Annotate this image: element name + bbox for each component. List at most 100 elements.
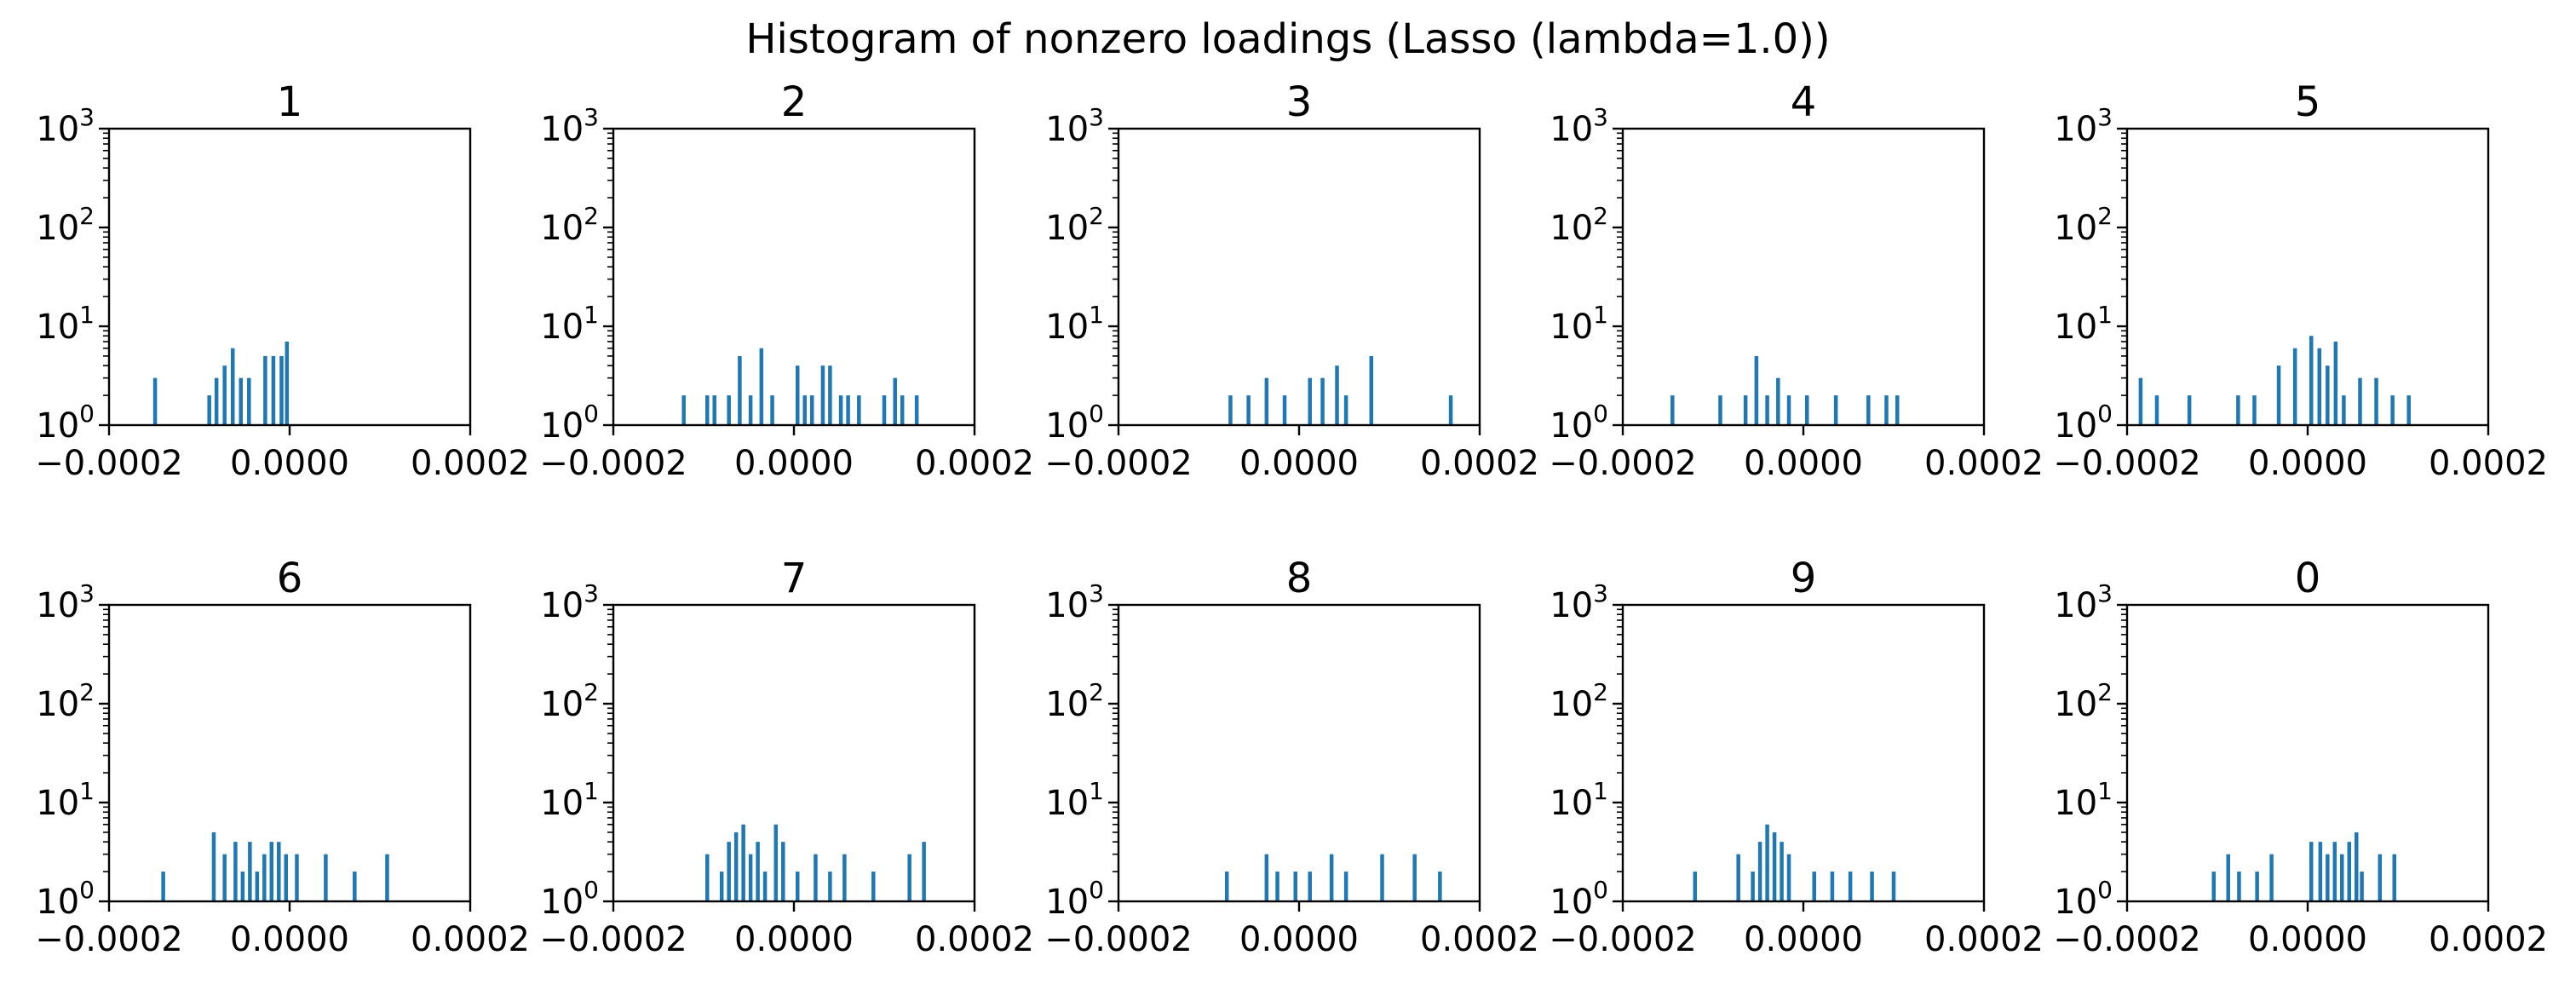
y-tick-label: 101: [2054, 777, 2113, 823]
histogram-bar: [2378, 854, 2383, 901]
histogram-bar: [1293, 872, 1298, 901]
histogram-bar: [239, 377, 244, 425]
histogram-bar: [2354, 832, 2359, 901]
histogram-bar: [1757, 842, 1762, 901]
histogram-bar: [1765, 395, 1769, 425]
histogram-bar: [1830, 872, 1835, 901]
histogram-bar: [1776, 377, 1780, 425]
x-tick-label: 0.0000: [2248, 444, 2367, 483]
y-tick-label: 101: [2054, 301, 2113, 347]
y-tick-label: 101: [1045, 301, 1104, 347]
x-tick-label: 0.0000: [230, 920, 349, 959]
histogram-bar: [285, 341, 290, 425]
y-tick-label: 101: [36, 777, 95, 823]
y-tick-label: 102: [1045, 678, 1104, 724]
y-tick-label: 100: [1045, 876, 1104, 922]
histogram-bar: [353, 872, 357, 901]
histogram-bar: [1693, 872, 1698, 901]
histogram-bar: [1308, 377, 1312, 425]
x-tick-label: 0.0000: [1744, 920, 1863, 959]
histogram-bar: [1412, 854, 1417, 901]
histogram-bar: [820, 365, 825, 425]
axes-frame: [2125, 603, 2490, 903]
histogram-bar: [1670, 395, 1675, 425]
y-tick-label: 103: [1045, 103, 1104, 149]
histogram-bar: [161, 872, 165, 901]
axes-frame: [2125, 127, 2490, 427]
subplot-title: 9: [1791, 555, 1817, 602]
histogram-bar: [222, 854, 227, 901]
y-tick-label: 102: [36, 202, 95, 248]
x-tick-label: 0.0002: [411, 920, 530, 959]
histogram-bar: [1751, 872, 1755, 901]
y-tick-label: 103: [2054, 103, 2113, 149]
histogram-bar: [857, 395, 861, 425]
histogram-bar: [1329, 854, 1334, 901]
y-tick-label: 103: [2054, 579, 2113, 625]
y-tick-label: 103: [540, 103, 599, 149]
histogram-bar: [1264, 854, 1269, 901]
histogram-bar: [704, 395, 710, 425]
histogram-bar: [828, 365, 832, 425]
histogram-bar: [741, 824, 745, 901]
histogram-bar: [922, 842, 926, 901]
histogram-bar: [284, 854, 289, 901]
y-tick-label: 100: [540, 400, 599, 446]
histogram-bar: [2309, 842, 2314, 901]
histogram-bar: [2374, 377, 2378, 425]
x-tick-label: 0.0002: [915, 920, 1034, 959]
subplot-title: 2: [781, 78, 808, 126]
x-tick-label: −0.0002: [539, 920, 687, 959]
y-tick-label: 102: [1550, 202, 1608, 248]
histogram-bar: [762, 872, 768, 901]
histogram-bar: [809, 395, 814, 425]
histogram-bar: [1884, 395, 1889, 425]
histogram-bar: [1866, 395, 1871, 425]
histogram-bar: [2276, 365, 2281, 425]
x-tick-label: −0.0002: [35, 920, 182, 959]
x-tick-label: 0.0002: [1420, 444, 1539, 483]
x-tick-label: −0.0002: [1549, 920, 1696, 959]
histogram-bar: [1369, 355, 1374, 425]
y-tick-label: 101: [1550, 777, 1608, 823]
histogram-bar: [2342, 395, 2346, 425]
histogram-bar: [2390, 395, 2395, 425]
x-tick-label: 0.0000: [1239, 920, 1359, 959]
histogram-bar: [271, 355, 276, 425]
y-tick-label: 102: [1550, 678, 1608, 724]
histogram-bar: [1264, 377, 1269, 425]
histogram-bar: [2226, 854, 2230, 901]
histogram-bar: [230, 348, 235, 425]
histogram-bar: [262, 854, 267, 901]
x-tick-label: 0.0000: [734, 444, 854, 483]
histogram-bar: [2392, 854, 2397, 901]
y-tick-label: 101: [36, 301, 95, 347]
x-tick-label: 0.0002: [2429, 444, 2548, 483]
histogram-bar: [882, 395, 887, 425]
x-tick-label: 0.0000: [230, 444, 349, 483]
histogram-bar: [795, 872, 800, 901]
histogram-bar: [2326, 365, 2330, 425]
y-tick-label: 102: [540, 678, 599, 724]
histogram-bar: [914, 395, 919, 425]
axes-frame: [107, 127, 472, 427]
histogram-bar: [759, 348, 764, 425]
x-tick-label: 0.0002: [411, 444, 530, 483]
subplot-title: 8: [1286, 555, 1313, 602]
y-tick-label: 100: [1550, 876, 1608, 922]
histogram-bar: [842, 854, 847, 901]
histogram-bar: [2332, 842, 2337, 901]
histogram-bar: [207, 395, 211, 425]
y-tick-label: 100: [36, 876, 95, 922]
x-tick-label: 0.0000: [2248, 920, 2367, 959]
histogram-bar: [2252, 395, 2257, 425]
histogram-bar: [756, 842, 760, 901]
y-tick-label: 101: [540, 301, 599, 347]
figure-title: Histogram of nonzero loadings (Lasso (la…: [745, 15, 1831, 63]
histogram-bar: [324, 854, 328, 901]
histogram-bar: [1718, 395, 1722, 425]
histogram-bar: [727, 842, 731, 901]
y-tick-label: 101: [1550, 301, 1608, 347]
x-tick-label: −0.0002: [539, 444, 687, 483]
